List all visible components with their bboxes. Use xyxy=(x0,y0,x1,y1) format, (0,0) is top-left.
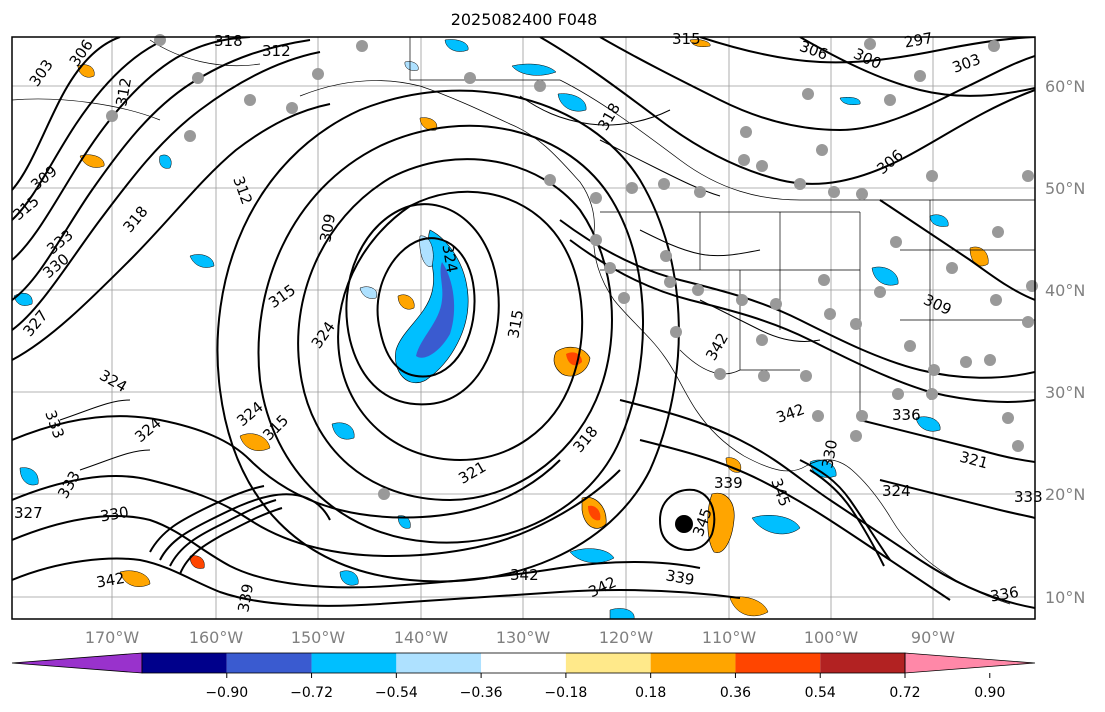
lon-labels: 170°W 160°W 150°W 140°W 130°W 120°W 110°… xyxy=(85,628,955,647)
contour-label: 336 xyxy=(892,406,921,424)
colorbar-segment xyxy=(565,653,651,673)
lat-label: 40°N xyxy=(1045,281,1085,300)
contour-label: 336 xyxy=(989,583,1020,606)
colorbar-tick-label: −0.36 xyxy=(460,685,503,701)
colorbar-border xyxy=(141,652,906,674)
lat-label: 10°N xyxy=(1045,588,1085,607)
map-frame xyxy=(11,36,1036,620)
colorbar-tick-label: 0.54 xyxy=(805,685,836,701)
contour-label: 312 xyxy=(262,42,291,60)
colorbar-extend-high xyxy=(904,652,1036,674)
lat-labels: 60°N 50°N 40°N 30°N 20°N 10°N xyxy=(1045,77,1085,607)
contour-label: 318 xyxy=(214,32,243,50)
lat-label: 20°N xyxy=(1045,485,1085,504)
colorbar-tick-label: 0.36 xyxy=(720,685,751,701)
lon-label: 160°W xyxy=(189,628,244,647)
contour-label: 324 xyxy=(882,482,911,500)
contour-label: 315 xyxy=(672,30,701,48)
map-title: 2025082400 F048 xyxy=(450,10,598,29)
lat-label: 50°N xyxy=(1045,179,1085,198)
colorbar-segment xyxy=(481,653,566,673)
lat-label: 30°N xyxy=(1045,383,1085,402)
lon-label: 130°W xyxy=(496,628,551,647)
marker-point xyxy=(675,515,693,533)
colorbar-segment xyxy=(142,653,227,673)
contour-label: 312 xyxy=(112,76,135,107)
lon-label: 140°W xyxy=(394,628,449,647)
colorbar-extend-low xyxy=(11,652,143,674)
lon-label: 170°W xyxy=(85,628,140,647)
contour-lines xyxy=(12,37,1035,609)
contour-label: 330 xyxy=(818,438,841,469)
colorbar-tick-label: 0.18 xyxy=(635,685,666,701)
lon-label: 90°W xyxy=(911,628,955,647)
contour-label: 324 xyxy=(438,243,461,274)
contour-label: 342 xyxy=(95,569,126,592)
contour-label: 297 xyxy=(903,29,934,52)
contour-label: 339 xyxy=(714,474,743,492)
colorbar-segment xyxy=(735,653,821,673)
contour-label: 309 xyxy=(316,212,339,243)
contour-label: 342 xyxy=(510,566,539,584)
contour-label: 339 xyxy=(664,566,695,589)
colorbar-tick-label: 0.90 xyxy=(974,685,1005,701)
colorbar-tick-label: −0.90 xyxy=(205,685,248,701)
colorbar-tick-label: −0.72 xyxy=(290,685,333,701)
colorbar-tick-label: 0.72 xyxy=(889,685,920,701)
lon-label: 110°W xyxy=(702,628,757,647)
station-markers xyxy=(106,34,1038,500)
colorbar: −0.90 −0.72 −0.54 −0.36 −0.18 0.18 0.36 0.54 0.7… xyxy=(11,652,1036,701)
contour-label: 327 xyxy=(14,504,43,522)
colorbar-tick-label: −0.18 xyxy=(544,685,587,701)
lon-label: 120°W xyxy=(599,628,654,647)
lon-label: 150°W xyxy=(291,628,346,647)
colorbar-segment xyxy=(820,653,905,673)
colorbar-segment xyxy=(226,653,312,673)
contour-label: 339 xyxy=(234,582,257,613)
contour-label: 330 xyxy=(99,503,130,526)
colorbar-segment xyxy=(396,653,482,673)
colorbar-tick-label: −0.54 xyxy=(375,685,418,701)
colorbar-segment xyxy=(311,653,397,673)
lon-label: 100°W xyxy=(804,628,859,647)
thin-contours xyxy=(59,95,821,471)
contour-label: 315 xyxy=(504,308,527,339)
lat-label: 60°N xyxy=(1045,77,1085,96)
colorbar-segment xyxy=(650,653,736,673)
contour-label: 333 xyxy=(1014,488,1043,506)
